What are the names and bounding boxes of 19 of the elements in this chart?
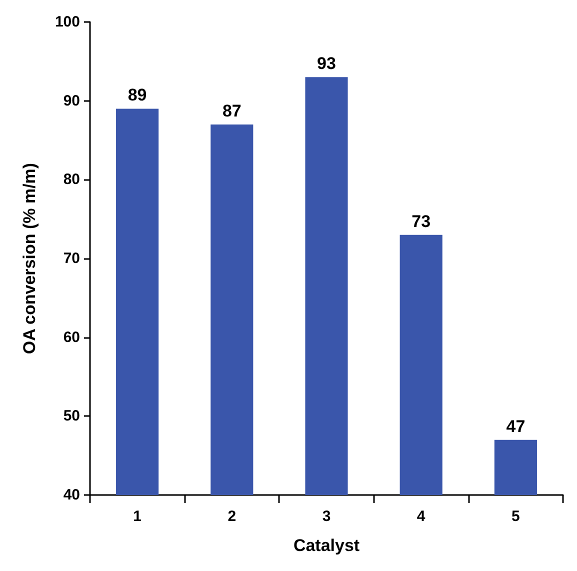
- data-label: 89: [128, 86, 147, 105]
- x-axis-title: Catalyst: [293, 536, 360, 555]
- y-tick-label: 60: [63, 328, 80, 346]
- y-tick-label: 80: [63, 171, 80, 188]
- y-tick-label: 100: [54, 14, 80, 30]
- data-label: 47: [506, 416, 526, 436]
- x-tick-label: 1: [133, 508, 142, 525]
- x-tick-label: 3: [322, 508, 331, 525]
- y-axis-title: OA conversion (% m/m): [20, 162, 39, 354]
- y-tick-label: 90: [63, 92, 80, 110]
- data-label: 73: [412, 212, 431, 231]
- x-tick-label: 5: [512, 508, 520, 525]
- x-tick-label: 2: [228, 508, 236, 525]
- y-tick-label: 50: [63, 408, 80, 425]
- data-label: 87: [222, 101, 242, 120]
- y-tick-label: 40: [63, 486, 80, 504]
- x-tick-label: 4: [416, 508, 426, 525]
- data-label: 93: [317, 54, 336, 74]
- y-tick-label: 70: [63, 250, 80, 267]
